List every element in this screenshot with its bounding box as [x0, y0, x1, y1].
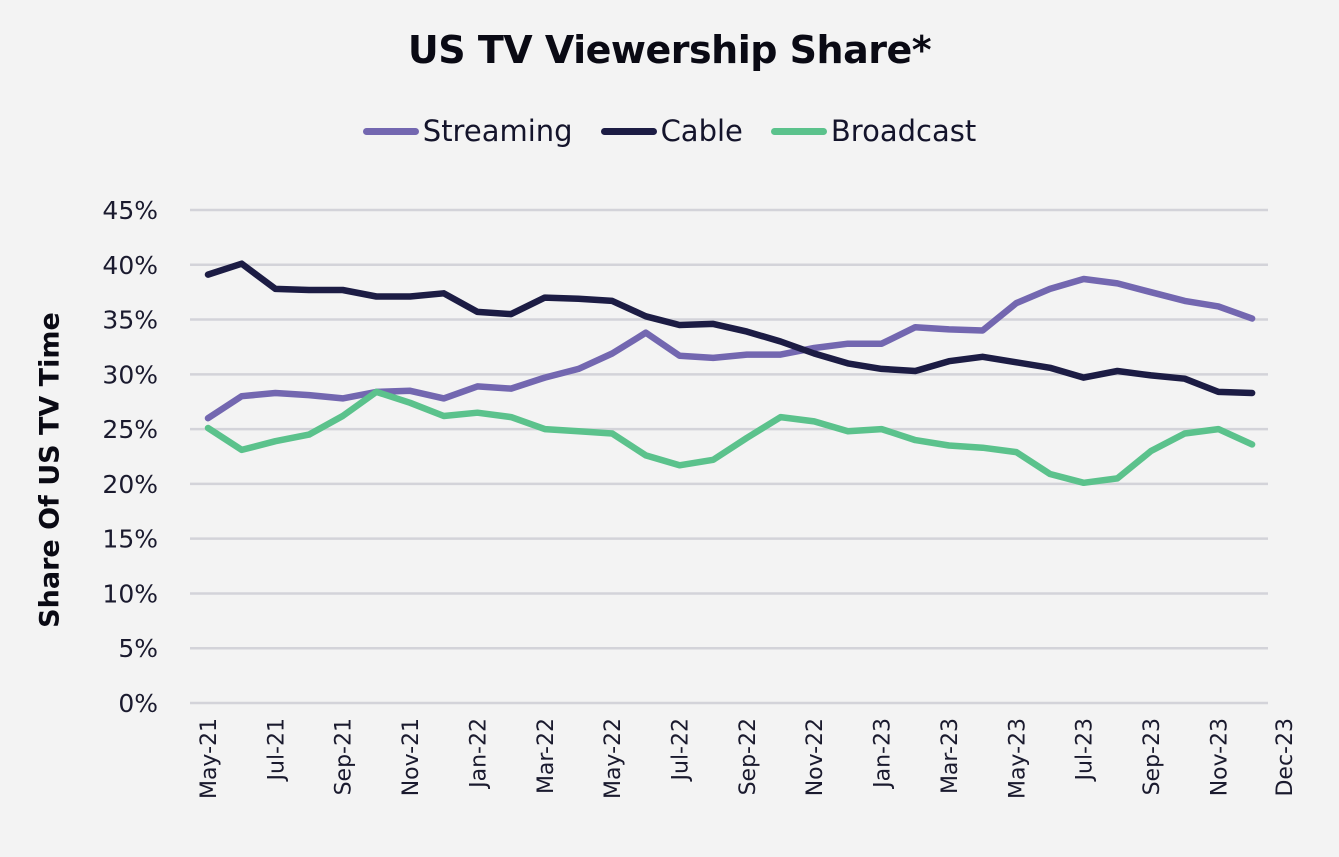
legend-label-cable: Cable: [660, 114, 743, 148]
legend-swatch-streaming: [362, 127, 419, 135]
y-tick-label: 15%: [102, 525, 158, 554]
y-tick-label: 5%: [118, 634, 158, 663]
x-tick-label: Nov-21: [399, 718, 424, 796]
x-axis-ticks: May-21 Jul-21 Sep-21 Nov-21 Jan-22 Mar-22 May-…: [197, 718, 1298, 799]
legend-item-cable: Cable: [600, 114, 743, 148]
x-tick-label: Jul-22: [669, 718, 694, 782]
y-axis-ticks: 0% 5% 10% 15% 20% 25% 30% 35% 40% 45%: [102, 196, 158, 718]
y-tick-label: 10%: [102, 579, 158, 608]
legend-label-broadcast: Broadcast: [830, 114, 977, 148]
x-tick-label: Nov-22: [803, 718, 828, 796]
chart-title: US TV Viewership Share*: [407, 28, 932, 72]
y-tick-label: 40%: [102, 251, 158, 280]
series-line-broadcast: [204, 388, 1256, 487]
x-tick-label: Sep-23: [1140, 718, 1165, 795]
x-tick-label: May-22: [601, 718, 626, 799]
x-tick-label: Jul-23: [1073, 718, 1098, 782]
x-tick-label: May-21: [197, 718, 222, 799]
x-tick-label: Mar-23: [938, 718, 963, 794]
legend-item-broadcast: Broadcast: [770, 114, 977, 148]
x-tick-label: Jul-21: [264, 718, 289, 782]
y-tick-label: 30%: [102, 360, 158, 389]
x-tick-label: Jan-23: [871, 718, 896, 790]
gridlines: [190, 208, 1268, 705]
legend-swatch-cable: [600, 127, 657, 135]
y-tick-label: 25%: [102, 415, 158, 444]
y-tick-label: 45%: [102, 196, 158, 225]
x-tick-label: Sep-22: [736, 718, 761, 795]
series-line-cable: [204, 260, 1256, 397]
y-tick-label: 35%: [102, 306, 158, 335]
y-tick-label: 20%: [102, 470, 158, 499]
legend-item-streaming: Streaming: [362, 114, 573, 148]
x-tick-label: Jan-22: [466, 718, 491, 790]
x-tick-label: Dec-23: [1273, 718, 1298, 797]
x-tick-label: May-23: [1005, 718, 1030, 799]
y-tick-label: 0%: [118, 689, 158, 718]
x-tick-label: Sep-21: [332, 718, 357, 795]
legend-swatch-broadcast: [770, 127, 827, 135]
series-lines: [204, 260, 1256, 487]
legend-label-streaming: Streaming: [422, 114, 573, 148]
legend: Streaming Cable Broadcast: [0, 114, 1339, 148]
x-tick-label: Nov-23: [1207, 718, 1232, 796]
x-tick-label: Mar-22: [534, 718, 559, 794]
